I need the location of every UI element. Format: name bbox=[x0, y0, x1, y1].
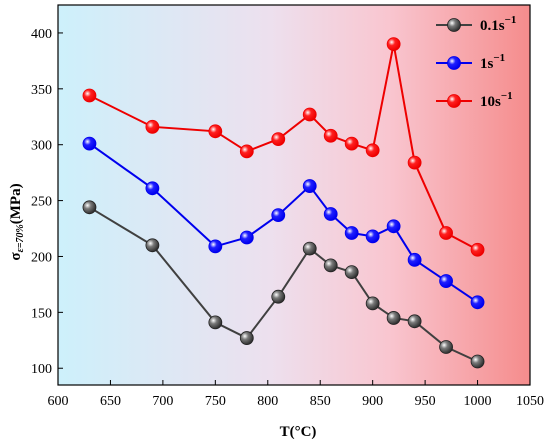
x-tick-label: 850 bbox=[310, 394, 331, 409]
plot-frame bbox=[57, 4, 531, 386]
x-tick-label: 800 bbox=[257, 394, 278, 409]
y-tick-label: 400 bbox=[31, 27, 52, 42]
data-point bbox=[323, 207, 338, 221]
data-point bbox=[365, 296, 380, 311]
x-tick-label: 650 bbox=[100, 394, 121, 409]
data-point bbox=[470, 295, 485, 310]
data-point bbox=[145, 238, 160, 253]
y-tick-label: 200 bbox=[31, 250, 52, 265]
x-tick-label: 1000 bbox=[464, 394, 492, 409]
x-axis-ticks: 600 650 700 750 800 850 900 950 1000 1050 bbox=[48, 380, 544, 409]
data-point bbox=[208, 239, 223, 254]
series-2 bbox=[82, 37, 485, 257]
x-tick-label: 700 bbox=[152, 394, 173, 409]
data-point bbox=[239, 331, 254, 345]
legend-item: 10s−1 bbox=[436, 90, 513, 110]
data-point bbox=[323, 258, 338, 273]
legend-item: 0.1s−1 bbox=[436, 14, 516, 34]
data-point bbox=[407, 252, 422, 267]
data-point bbox=[439, 226, 453, 240]
data-point bbox=[470, 242, 485, 257]
legend-marker bbox=[447, 18, 461, 32]
data-point bbox=[407, 314, 422, 329]
legend-marker bbox=[447, 56, 461, 70]
y-axis-title-main: σ bbox=[8, 252, 24, 261]
legend-label: 1s−1 bbox=[480, 52, 505, 72]
data-point bbox=[344, 226, 359, 240]
x-tick-label: 950 bbox=[415, 394, 436, 409]
data-point bbox=[145, 181, 160, 196]
legend: 0.1s−1 1s−1 10s−1 bbox=[436, 14, 516, 110]
data-point bbox=[302, 179, 317, 193]
data-point bbox=[208, 315, 223, 330]
data-point bbox=[271, 132, 286, 147]
x-tick-label: 750 bbox=[205, 394, 226, 409]
y-tick-label: 300 bbox=[31, 139, 52, 154]
data-point bbox=[344, 265, 359, 280]
data-point bbox=[470, 354, 485, 369]
data-point bbox=[239, 230, 254, 245]
data-point bbox=[302, 241, 317, 256]
data-point bbox=[271, 289, 286, 304]
y-axis-title-subscript: ε=70% bbox=[15, 224, 26, 252]
data-point bbox=[344, 136, 359, 151]
series-1 bbox=[82, 136, 485, 310]
legend-item: 1s−1 bbox=[436, 52, 505, 72]
y-tick-label: 250 bbox=[31, 195, 52, 210]
y-tick-label: 100 bbox=[31, 362, 52, 377]
data-point bbox=[82, 200, 97, 215]
y-tick-label: 150 bbox=[31, 306, 52, 321]
data-point bbox=[323, 128, 338, 143]
x-tick-label: 900 bbox=[362, 394, 383, 409]
data-point bbox=[145, 119, 160, 134]
x-tick-label: 1050 bbox=[516, 394, 544, 409]
data-point bbox=[439, 274, 453, 288]
data-point bbox=[82, 88, 97, 103]
data-point bbox=[365, 229, 380, 244]
data-point bbox=[407, 155, 422, 170]
data-point bbox=[365, 143, 380, 158]
data-point bbox=[208, 124, 223, 139]
y-axis-ticks: 100 150 200 250 300 350 400 bbox=[31, 27, 63, 377]
y-axis-title-unit: (MPa) bbox=[8, 183, 24, 224]
data-point bbox=[386, 37, 401, 52]
series-0 bbox=[82, 200, 485, 369]
data-point bbox=[302, 107, 317, 122]
data-point bbox=[439, 340, 453, 354]
legend-label: 0.1s−1 bbox=[480, 14, 516, 34]
data-point bbox=[271, 208, 286, 223]
series-layer bbox=[82, 37, 485, 369]
x-tick-label: 600 bbox=[48, 394, 69, 409]
y-tick-label: 350 bbox=[31, 83, 52, 98]
data-point bbox=[82, 136, 97, 151]
legend-marker bbox=[447, 94, 461, 108]
data-point bbox=[386, 311, 401, 325]
data-point bbox=[239, 144, 254, 159]
legend-label: 10s−1 bbox=[480, 90, 513, 110]
y-axis-title: σε=70%(MPa) bbox=[8, 183, 26, 260]
x-axis-title: T(°C) bbox=[280, 424, 317, 440]
data-point bbox=[386, 219, 401, 234]
